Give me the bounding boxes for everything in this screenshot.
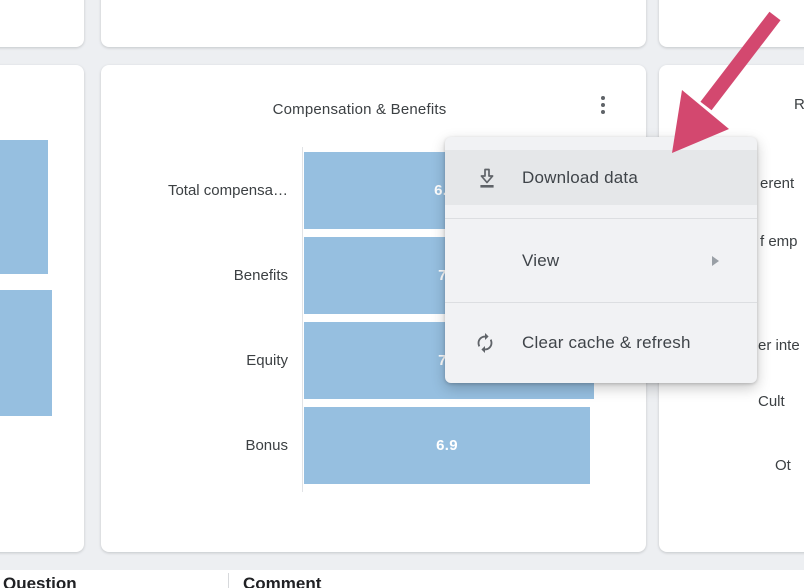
menu-divider xyxy=(445,218,757,219)
menu-item-download-data[interactable]: Download data xyxy=(445,150,757,205)
menu-item-label: Download data xyxy=(522,167,639,187)
menu-item-label: Clear cache & refresh xyxy=(522,333,691,352)
refresh-icon xyxy=(473,331,497,355)
left-chart-card xyxy=(0,65,84,552)
menu-item-view[interactable]: View xyxy=(445,219,757,302)
table-header-comment: Comment xyxy=(243,574,322,588)
bar-bonus[interactable]: 6.9 xyxy=(304,407,590,484)
chart-axis-line xyxy=(302,147,303,492)
category-label: Equity xyxy=(246,352,288,369)
table-header-question: Question xyxy=(3,574,77,588)
download-icon xyxy=(475,166,499,190)
column-divider xyxy=(228,573,229,588)
top-center-card xyxy=(101,0,646,47)
right-card-label-fragment: erent xyxy=(760,175,795,192)
kebab-menu-icon[interactable] xyxy=(589,89,617,121)
submenu-arrow-icon xyxy=(712,255,719,266)
menu-divider xyxy=(445,302,757,303)
right-card-label-fragment: Ot xyxy=(775,457,791,474)
top-left-card xyxy=(0,0,84,47)
chart-title: Compensation & Benefits xyxy=(272,101,447,118)
menu-item-clear-cache-refresh[interactable]: Clear cache & refresh xyxy=(445,303,757,383)
category-label: Benefits xyxy=(233,267,288,284)
menu-item-label: View xyxy=(522,250,560,270)
left-card-bar[interactable] xyxy=(0,140,48,274)
right-card-label-fragment: Cult xyxy=(758,393,785,410)
bottom-table-card: Question Comment xyxy=(0,570,804,588)
category-label: Bonus xyxy=(245,437,288,454)
right-card-label-fragment: er inte xyxy=(758,337,800,354)
right-card-label-fragment: f emp xyxy=(760,233,798,250)
top-right-card xyxy=(659,0,804,47)
context-menu: Download data View Clear cache & refresh xyxy=(445,137,757,383)
left-card-bar[interactable] xyxy=(0,290,52,416)
category-label: Total compensa… xyxy=(167,182,288,199)
right-card-title-fragment: R xyxy=(794,96,804,113)
bar-value-label: 6.9 xyxy=(436,437,458,454)
